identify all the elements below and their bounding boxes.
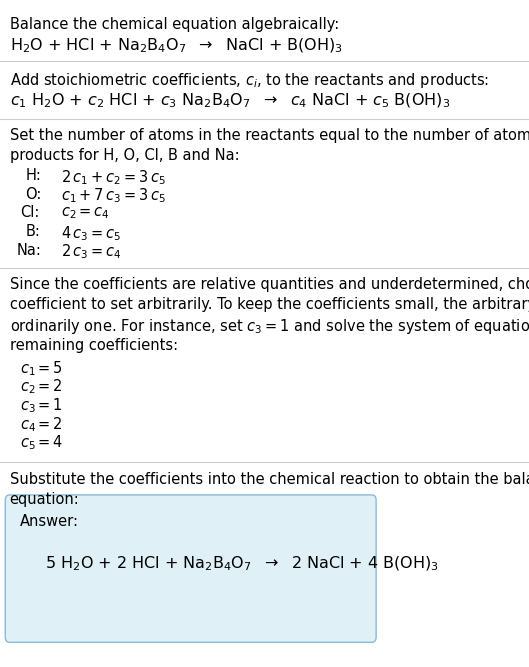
Text: $c_2 = c_4$: $c_2 = c_4$ xyxy=(61,205,110,221)
Text: Since the coefficients are relative quantities and underdetermined, choose a: Since the coefficients are relative quan… xyxy=(10,277,529,292)
Text: remaining coefficients:: remaining coefficients: xyxy=(10,338,178,352)
Text: Na:: Na: xyxy=(17,243,42,257)
Text: $c_4 = 2$: $c_4 = 2$ xyxy=(20,415,63,434)
Text: $2\,c_3 = c_4$: $2\,c_3 = c_4$ xyxy=(61,243,122,261)
Text: $c_2 = 2$: $c_2 = 2$ xyxy=(20,378,63,396)
Text: coefficient to set arbitrarily. To keep the coefficients small, the arbitrary va: coefficient to set arbitrarily. To keep … xyxy=(10,297,529,312)
Text: products for H, O, Cl, B and Na:: products for H, O, Cl, B and Na: xyxy=(10,148,239,163)
Text: $c_1$ H$_2$O + $c_2$ HCl + $c_3$ Na$_2$B$_4$O$_7$  $\rightarrow$  $c_4$ NaCl + $: $c_1$ H$_2$O + $c_2$ HCl + $c_3$ Na$_2$B… xyxy=(10,92,450,111)
Text: 5 H$_2$O + 2 HCl + Na$_2$B$_4$O$_7$  $\rightarrow$  2 NaCl + 4 B(OH)$_3$: 5 H$_2$O + 2 HCl + Na$_2$B$_4$O$_7$ $\ri… xyxy=(45,555,439,574)
Text: Balance the chemical equation algebraically:: Balance the chemical equation algebraica… xyxy=(10,17,339,32)
Text: $c_1 + 7\,c_3 = 3\,c_5$: $c_1 + 7\,c_3 = 3\,c_5$ xyxy=(61,187,166,205)
FancyBboxPatch shape xyxy=(5,495,376,642)
Text: $c_5 = 4$: $c_5 = 4$ xyxy=(20,434,63,452)
Text: Substitute the coefficients into the chemical reaction to obtain the balanced: Substitute the coefficients into the che… xyxy=(10,472,529,486)
Text: Cl:: Cl: xyxy=(20,205,40,220)
Text: B:: B: xyxy=(25,224,40,239)
Text: equation:: equation: xyxy=(10,492,79,506)
Text: ordinarily one. For instance, set $c_3 = 1$ and solve the system of equations fo: ordinarily one. For instance, set $c_3 =… xyxy=(10,317,529,336)
Text: $c_1 = 5$: $c_1 = 5$ xyxy=(20,359,63,378)
Text: $4\,c_3 = c_5$: $4\,c_3 = c_5$ xyxy=(61,224,121,243)
Text: $c_3 = 1$: $c_3 = 1$ xyxy=(20,396,63,415)
Text: O:: O: xyxy=(25,187,42,201)
Text: Set the number of atoms in the reactants equal to the number of atoms in the: Set the number of atoms in the reactants… xyxy=(10,128,529,143)
Text: $2\,c_1 + c_2 = 3\,c_5$: $2\,c_1 + c_2 = 3\,c_5$ xyxy=(61,168,166,187)
Text: Answer:: Answer: xyxy=(20,514,79,528)
Text: H$_2$O + HCl + Na$_2$B$_4$O$_7$  $\rightarrow$  NaCl + B(OH)$_3$: H$_2$O + HCl + Na$_2$B$_4$O$_7$ $\righta… xyxy=(10,37,343,55)
Text: Add stoichiometric coefficients, $c_i$, to the reactants and products:: Add stoichiometric coefficients, $c_i$, … xyxy=(10,71,489,90)
Text: H:: H: xyxy=(25,168,41,183)
